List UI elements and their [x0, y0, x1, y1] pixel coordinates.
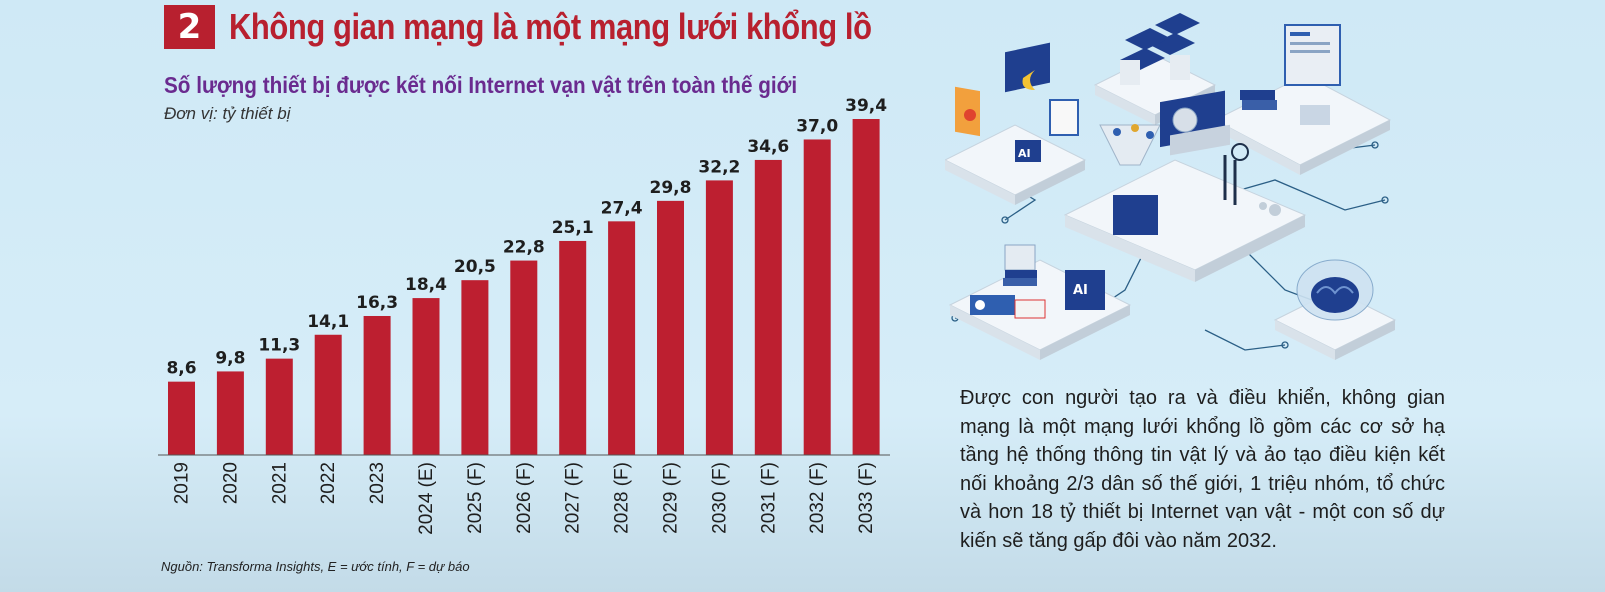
bar-value-label: 27,4 [601, 198, 643, 218]
network-illustration: AI AI [945, 13, 1397, 360]
x-tick-label: 2033 (F) [856, 462, 877, 534]
x-tick-label: 2029 (F) [661, 462, 682, 534]
bar-value-label: 9,8 [215, 348, 245, 368]
x-tick-label: 2024 (E) [416, 462, 437, 535]
chart-title: Số lượng thiết bị được kết nối Internet … [164, 72, 798, 98]
bar-value-label: 34,6 [747, 137, 789, 157]
bar [216, 371, 244, 455]
bar-value-label: 29,8 [650, 178, 692, 198]
bar [363, 315, 391, 455]
ai-books-platform-icon: AI [948, 244, 1132, 360]
section-number-badge: 2 [164, 5, 215, 49]
x-tick-label: 2030 (F) [709, 462, 730, 534]
bar-value-label: 14,1 [307, 312, 349, 332]
bar [608, 221, 636, 455]
x-tick-label: 2019 [172, 462, 193, 504]
bar [168, 381, 195, 455]
x-tick-label: 2023 [367, 462, 388, 504]
funnel-robot-platform-icon [1063, 90, 1307, 282]
x-tick-label: 2028 (F) [612, 462, 633, 534]
labels-layer: 8,6 2019 9,8 2020 11,3 2021 14,1 2022 16,3 2023 18… [166, 96, 887, 535]
bar-value-label: 11,3 [258, 336, 300, 356]
bar [852, 119, 880, 455]
ai-chip-label: AI [1073, 283, 1088, 298]
x-tick-label: 2027 (F) [563, 462, 584, 534]
bar-value-label: 32,2 [698, 157, 740, 177]
section-title: Không gian mạng là một mạng lưới khổng l… [229, 6, 872, 47]
section-header: 2 Không gian mạng là một mạng lưới khổng… [164, 2, 976, 52]
bar-value-label: 8,6 [166, 359, 196, 379]
bars-layer [168, 119, 880, 456]
bar-value-label: 20,5 [454, 257, 496, 277]
x-tick-label: 2026 (F) [514, 462, 535, 534]
x-tick-label: 2021 [269, 462, 290, 504]
bar [265, 358, 293, 455]
chart-unit-label: Đơn vị: tỷ thiết bị [164, 104, 291, 123]
x-tick-label: 2025 (F) [465, 462, 486, 534]
bar [510, 260, 538, 455]
bar-value-label: 18,4 [405, 275, 447, 295]
description-paragraph: Được con người tạo ra và điều khiển, khô… [960, 387, 1445, 552]
bar [461, 280, 489, 455]
x-tick-label: 2032 (F) [807, 462, 828, 534]
bar-value-label: 22,8 [503, 238, 545, 258]
bar-chart: 8,6 2019 9,8 2020 11,3 2021 14,1 2022 16,3 2023 18… [158, 96, 890, 535]
bar-value-label: 16,3 [356, 293, 398, 313]
ai-chip-label: AI [1018, 147, 1031, 160]
bar-value-label: 39,4 [845, 96, 887, 116]
bar [705, 180, 733, 456]
brain-dome-platform-icon [1273, 259, 1397, 360]
bar [657, 200, 684, 455]
bar [803, 139, 831, 455]
bar-value-label: 25,1 [552, 218, 594, 238]
books-monitor-icon [1213, 24, 1392, 175]
bar [412, 298, 440, 455]
chart-source-note: Nguồn: Transforma Insights, E = ước tính… [161, 559, 470, 574]
bar [559, 240, 587, 455]
x-tick-label: 2020 [220, 462, 241, 504]
bar [754, 159, 782, 455]
bar-value-label: 37,0 [796, 116, 838, 136]
bar [314, 334, 342, 455]
x-tick-label: 2022 [318, 462, 339, 504]
x-tick-label: 2031 (F) [758, 462, 779, 534]
art-platform-icon: AI [945, 42, 1087, 205]
